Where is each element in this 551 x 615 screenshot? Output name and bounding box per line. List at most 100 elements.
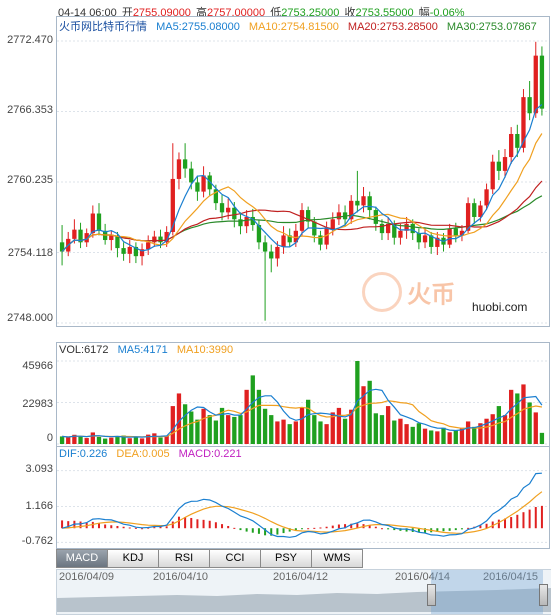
- macd-histogram-bar: [61, 520, 64, 529]
- price-ytick-4: 2748.000: [7, 312, 53, 324]
- tab-rsi[interactable]: RSI: [159, 549, 210, 568]
- timeline-selection[interactable]: [431, 570, 543, 614]
- macd-histogram-bar: [294, 528, 297, 531]
- macd-histogram-bar: [159, 526, 162, 529]
- macd-histogram-bar: [153, 527, 156, 529]
- dif-line: [61, 472, 542, 538]
- candle-body: [152, 236, 157, 243]
- candle-body: [158, 236, 163, 243]
- macd-chart[interactable]: [57, 447, 549, 548]
- volume-bar: [435, 431, 440, 444]
- macd-histogram-bar: [141, 528, 144, 530]
- volume-bar: [305, 399, 311, 444]
- volume-panel: VOL:6172 MA5:4171 MA10:3990: [56, 342, 550, 448]
- macd-histogram-bar: [448, 528, 451, 531]
- volume-bar: [459, 427, 465, 444]
- macd-histogram-bar: [233, 527, 236, 529]
- price-legend: 火币网比特币行情 MA5:2755.08000 MA10:2754.81500 …: [59, 18, 543, 34]
- volume-bar: [373, 413, 378, 444]
- volume-chart[interactable]: [57, 343, 549, 447]
- volume-bar: [139, 438, 145, 444]
- volume-bar: [90, 432, 95, 444]
- macd-histogram-bar: [467, 527, 470, 529]
- volume-bar: [109, 437, 114, 444]
- tab-psy[interactable]: PSY: [261, 549, 312, 568]
- volume-bar: [324, 424, 329, 444]
- volume-legend: VOL:6172 MA5:4171 MA10:3990: [59, 344, 239, 356]
- volume-bar: [176, 393, 182, 444]
- volume-bar: [115, 436, 120, 444]
- volume-bar: [416, 423, 422, 444]
- volume-bar: [152, 433, 157, 444]
- volume-bar: [527, 402, 532, 444]
- price-ytick-3: 2754.118: [7, 247, 53, 259]
- macd-histogram-bar: [190, 517, 193, 529]
- candle-body: [496, 161, 502, 171]
- macd-histogram-bar: [202, 519, 205, 529]
- volume-bar: [195, 419, 200, 444]
- volume-bar: [269, 415, 274, 444]
- vol-ytick-0: 45966: [22, 360, 53, 372]
- tab-macd[interactable]: MACD: [56, 549, 108, 568]
- volume-bar: [453, 430, 458, 444]
- timeline-right-handle[interactable]: [539, 584, 548, 606]
- volume-bar: [164, 435, 169, 444]
- tab-kdj[interactable]: KDJ: [108, 549, 159, 568]
- volume-bar: [392, 420, 397, 444]
- timeline-navigator[interactable]: 2016/04/09 2016/04/10 2016/04/12 2016/04…: [56, 569, 551, 615]
- macd-histogram-bar: [128, 527, 131, 529]
- candle-body: [201, 175, 206, 192]
- macd-histogram-bar: [522, 512, 525, 529]
- candle-body: [195, 182, 200, 192]
- macd-ytick-0: 3.093: [25, 463, 53, 475]
- macd-histogram-bar: [165, 526, 168, 529]
- volume-bar: [287, 424, 292, 444]
- timeline-left-handle[interactable]: [427, 584, 436, 606]
- candle-body: [465, 203, 471, 231]
- candle-body: [355, 200, 360, 206]
- macd-value-legend: MACD:0.221: [178, 448, 242, 460]
- macd-histogram-bar: [374, 526, 377, 529]
- volume-bar: [342, 418, 348, 444]
- volume-bar: [121, 435, 126, 444]
- volume-bar: [78, 436, 83, 444]
- watermark-brand: 火币: [407, 281, 456, 309]
- macd-histogram-bar: [417, 528, 420, 533]
- volume-bar: [465, 421, 471, 444]
- macd-histogram-bar: [97, 523, 100, 529]
- macd-histogram-bar: [510, 517, 513, 529]
- macd-histogram-bar: [171, 521, 174, 529]
- volume-bar: [336, 407, 342, 444]
- candle-body: [533, 55, 538, 114]
- macd-histogram-bar: [442, 528, 445, 532]
- macd-histogram-bar: [460, 528, 463, 530]
- candlestick-chart[interactable]: [57, 17, 549, 326]
- candle-body: [182, 159, 188, 169]
- macd-histogram-bar: [184, 517, 187, 529]
- candle-body: [373, 210, 378, 224]
- candle-body: [478, 205, 483, 217]
- candle-body: [256, 225, 262, 243]
- macd-ytick-2: -0.762: [21, 535, 53, 547]
- volume-bar: [189, 411, 194, 444]
- price-ytick-2: 2760.235: [7, 174, 53, 186]
- macd-histogram-bar: [251, 528, 254, 533]
- candle-body: [509, 134, 514, 158]
- candle-body: [336, 212, 342, 220]
- candle-body: [189, 168, 194, 183]
- candle-body: [213, 189, 219, 204]
- volume-bar: [201, 408, 206, 444]
- tab-cci[interactable]: CCI: [210, 549, 261, 568]
- macd-histogram-bar: [91, 521, 94, 529]
- macd-histogram-bar: [350, 523, 353, 529]
- candle-body: [72, 229, 77, 239]
- macd-histogram-bar: [393, 528, 396, 531]
- macd-histogram-bar: [528, 509, 531, 529]
- candle-body: [398, 230, 403, 238]
- site-label: huobi.com: [472, 300, 528, 314]
- tab-wms[interactable]: WMS: [312, 549, 363, 568]
- macd-histogram-bar: [282, 528, 285, 534]
- macd-histogram-bar: [79, 521, 82, 529]
- volume-bar: [385, 406, 391, 444]
- price-ytick-1: 2766.353: [7, 104, 53, 116]
